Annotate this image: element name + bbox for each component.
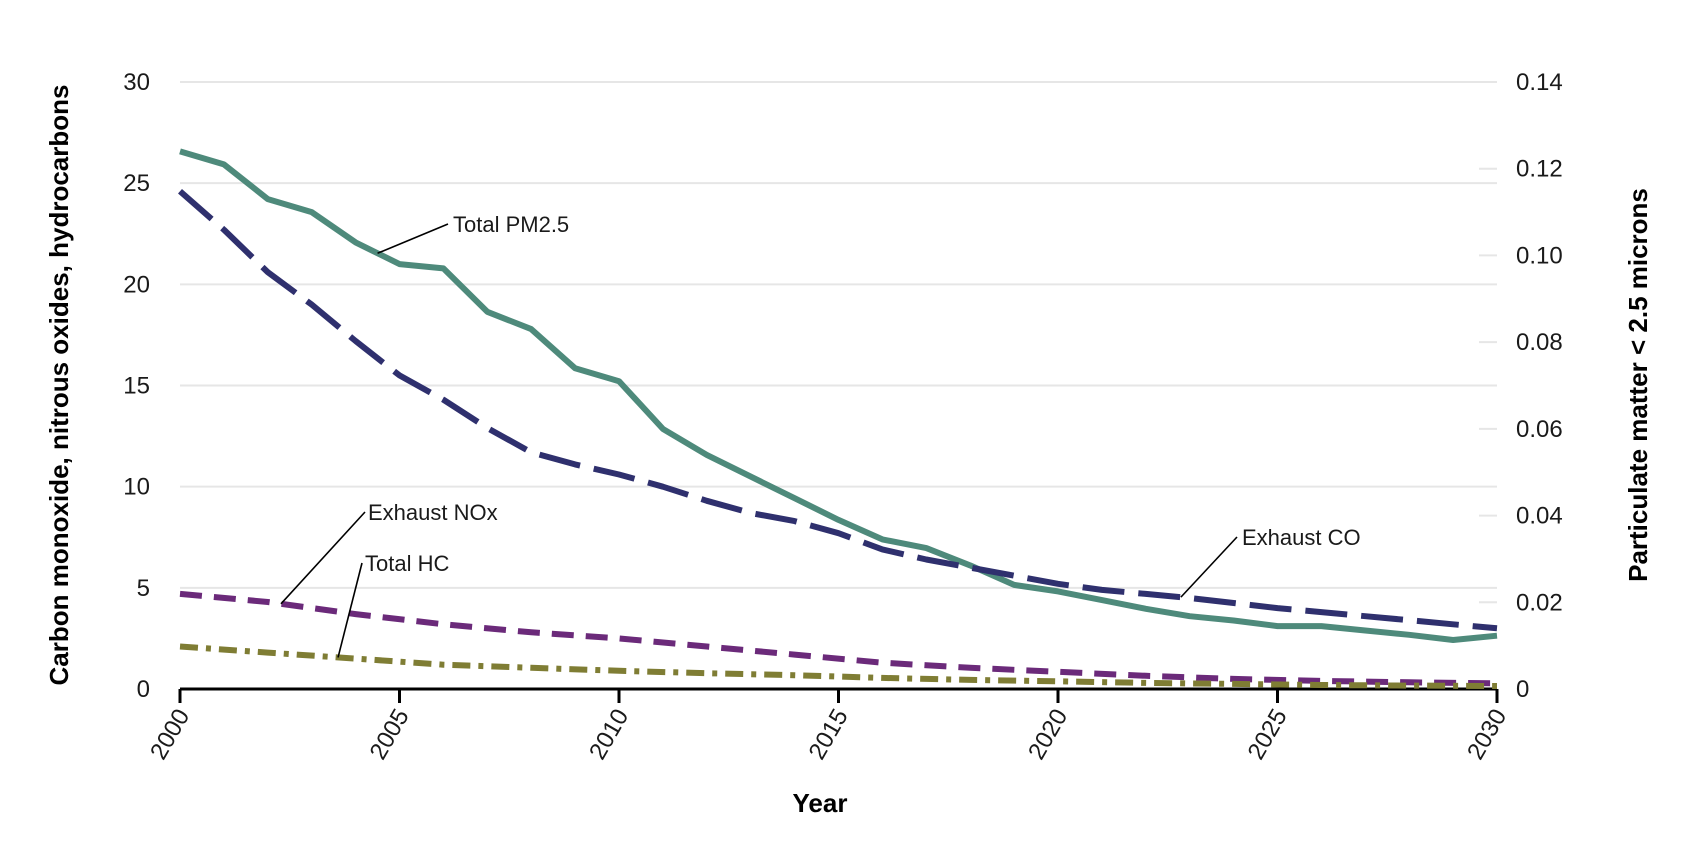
x-tick-label: 2015 [804,705,854,765]
annotation-label: Total PM2.5 [453,212,569,237]
y-right-tick-label: 0.06 [1516,416,1563,443]
x-tick-label: 2010 [584,705,634,765]
y-left-tick-label: 0 [137,676,150,703]
annotation-leader [337,562,363,658]
annotation-leader [377,223,449,254]
x-tick-label: 2030 [1462,705,1512,765]
y-right-tick-label: 0.04 [1516,503,1563,530]
annotation-leader [1180,536,1238,598]
annotation-label: Exhaust CO [1242,525,1361,550]
y-left-tick-label: 25 [123,170,150,197]
annotation-label: Total HC [365,551,449,576]
series-line-total-pm2-5 [179,148,1498,643]
series-line-exhaust-nox [179,590,1498,687]
left-axis-title: Carbon monoxide, nitrous oxides, hydroca… [44,85,74,686]
annotation-label: Exhaust NOx [368,500,498,525]
x-tick-label: 2005 [365,705,415,765]
y-right-tick-label: 0.14 [1516,69,1563,96]
x-tick-label: 2000 [145,705,195,765]
y-right-tick-label: 0.08 [1516,329,1563,356]
right-axis-title: Particulate matter < 2.5 microns [1623,188,1653,582]
series-lines [178,148,1498,689]
x-tick-label: 2020 [1023,705,1073,765]
grid-lines [180,81,1497,604]
y-left-tick-label: 30 [123,69,150,96]
series-line-total-hc [179,643,1498,689]
series-line-exhaust-co [178,189,1498,632]
axis-labels: Year Carbon monoxide, nitrous oxides, hy… [44,85,1653,818]
y-right-tick-label: 0.02 [1516,589,1563,616]
x-axis-title: Year [793,788,848,818]
y-right-tick-label: 0 [1516,676,1529,703]
annotation-leader [280,511,366,605]
y-right-tick-label: 0.10 [1516,242,1563,269]
x-tick-label: 2025 [1243,705,1293,765]
y-left-tick-label: 10 [123,474,150,501]
y-right-tick-label: 0.12 [1516,156,1563,183]
y-left-tick-label: 20 [123,271,150,298]
y-left-tick-label: 5 [137,575,150,602]
y-left-tick-label: 15 [123,373,150,400]
annotations: Total PM2.5 Exhaust NOx Total HC Exhaust CO [280,212,1361,658]
